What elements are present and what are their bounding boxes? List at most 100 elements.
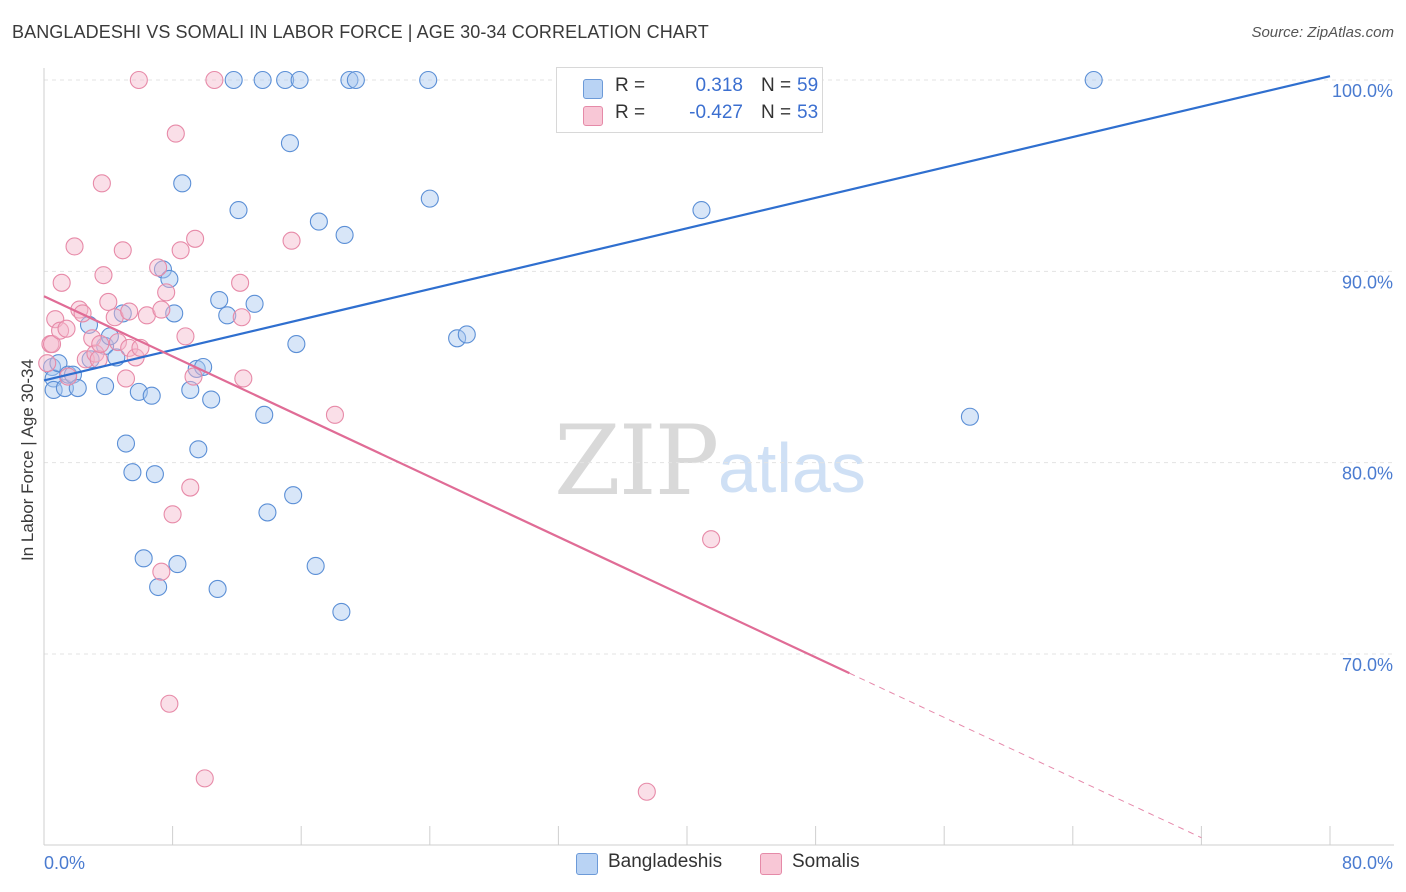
data-point bbox=[189, 440, 208, 459]
legend-r-label: R = bbox=[615, 102, 646, 123]
legend-swatch-pink bbox=[583, 106, 603, 126]
data-point bbox=[1084, 70, 1103, 90]
data-point bbox=[195, 769, 214, 788]
data-point bbox=[96, 377, 115, 396]
data-point bbox=[94, 266, 113, 285]
data-point bbox=[116, 434, 136, 453]
data-point bbox=[42, 334, 62, 354]
y-tick-label: 70.0% bbox=[1342, 655, 1393, 675]
data-point bbox=[92, 174, 111, 193]
data-point bbox=[76, 350, 95, 369]
data-point bbox=[309, 212, 328, 231]
legend-label: Somalis bbox=[792, 851, 860, 872]
data-point bbox=[255, 405, 274, 424]
data-point bbox=[160, 694, 179, 713]
data-point bbox=[55, 378, 74, 398]
series-somalis bbox=[38, 70, 721, 801]
data-point bbox=[245, 294, 264, 313]
data-point bbox=[166, 124, 185, 143]
tick-labels: 70.0% 80.0% 90.0% 100.0% 0.0% 80.0% bbox=[44, 81, 1393, 873]
chart-title: BANGLADESHI VS SOMALI IN LABOR FORCE | A… bbox=[12, 22, 709, 42]
data-point bbox=[149, 577, 168, 597]
data-point bbox=[210, 290, 229, 310]
legend-label: Bangladeshis bbox=[608, 851, 723, 872]
grid-lines bbox=[44, 79, 1394, 655]
legend-swatch-blue bbox=[583, 79, 603, 99]
data-point bbox=[116, 369, 136, 388]
data-point bbox=[145, 465, 164, 484]
data-point bbox=[99, 292, 118, 311]
trend-line-somalis bbox=[43, 295, 850, 675]
data-point bbox=[51, 321, 70, 340]
source-credit: Source: ZipAtlas.com bbox=[1251, 24, 1394, 41]
data-point bbox=[457, 325, 476, 344]
legend-n-label: N = bbox=[761, 102, 792, 123]
data-point bbox=[129, 70, 148, 90]
data-point bbox=[152, 300, 171, 319]
data-point bbox=[108, 333, 127, 352]
trend-line-somalis-extrapolated bbox=[849, 672, 1202, 839]
x-tick-label: 80.0% bbox=[1342, 853, 1393, 873]
legend-n-label: N = bbox=[761, 75, 792, 96]
data-point bbox=[57, 319, 76, 338]
data-point bbox=[253, 70, 272, 90]
data-point bbox=[152, 562, 171, 581]
legend-n-value: 53 bbox=[797, 102, 819, 123]
data-point bbox=[231, 273, 250, 292]
data-point bbox=[173, 174, 192, 193]
data-point bbox=[637, 782, 656, 801]
data-point bbox=[290, 70, 309, 90]
trend-lines bbox=[43, 75, 1331, 839]
data-point bbox=[38, 354, 57, 373]
data-point bbox=[168, 555, 187, 574]
data-point bbox=[332, 602, 351, 621]
data-point bbox=[232, 308, 251, 327]
data-point bbox=[692, 201, 711, 220]
stats-legend: R = 0.318 N = 59 R = -0.427 N = 53 bbox=[556, 67, 823, 133]
data-point bbox=[224, 70, 243, 90]
y-axis-label: In Labor Force | Age 30-34 bbox=[18, 359, 37, 561]
data-point bbox=[123, 463, 142, 482]
data-point bbox=[306, 556, 325, 576]
data-point bbox=[205, 70, 224, 90]
trend-line-bangladeshis bbox=[43, 75, 1331, 382]
data-point bbox=[420, 189, 439, 208]
data-point bbox=[163, 505, 182, 524]
data-point bbox=[134, 549, 153, 568]
data-point bbox=[282, 231, 301, 250]
data-point bbox=[181, 380, 200, 400]
data-point bbox=[325, 405, 345, 424]
data-point bbox=[86, 344, 105, 363]
legend-swatch-blue bbox=[576, 853, 598, 875]
data-point bbox=[181, 478, 200, 497]
legend-n-value: 59 bbox=[797, 75, 819, 96]
data-point bbox=[702, 530, 721, 549]
data-point bbox=[186, 229, 205, 248]
data-point bbox=[142, 386, 161, 405]
data-point bbox=[340, 70, 359, 90]
data-point bbox=[234, 369, 253, 388]
data-point bbox=[346, 70, 365, 90]
data-point bbox=[229, 201, 248, 220]
series-legend: Bangladeshis Somalis bbox=[0, 851, 1406, 879]
data-point bbox=[149, 258, 168, 277]
data-point bbox=[184, 367, 203, 386]
watermark-zip: ZIP bbox=[554, 405, 719, 517]
data-point bbox=[202, 390, 221, 409]
series-bangladeshis bbox=[42, 70, 1103, 621]
data-point bbox=[113, 241, 132, 260]
legend-r-value: 0.318 bbox=[695, 75, 743, 96]
y-tick-label: 90.0% bbox=[1342, 272, 1393, 292]
y-tick-label: 80.0% bbox=[1342, 464, 1393, 484]
data-point bbox=[160, 269, 179, 289]
data-point bbox=[960, 407, 979, 426]
legend-swatch-pink bbox=[760, 853, 782, 875]
data-point bbox=[218, 306, 237, 325]
data-point bbox=[52, 273, 71, 292]
data-point bbox=[280, 134, 299, 153]
y-tick-label: 100.0% bbox=[1332, 81, 1393, 101]
data-point bbox=[176, 327, 195, 346]
watermark-atlas: atlas bbox=[718, 429, 866, 507]
data-point bbox=[91, 334, 110, 354]
data-point bbox=[287, 334, 306, 354]
